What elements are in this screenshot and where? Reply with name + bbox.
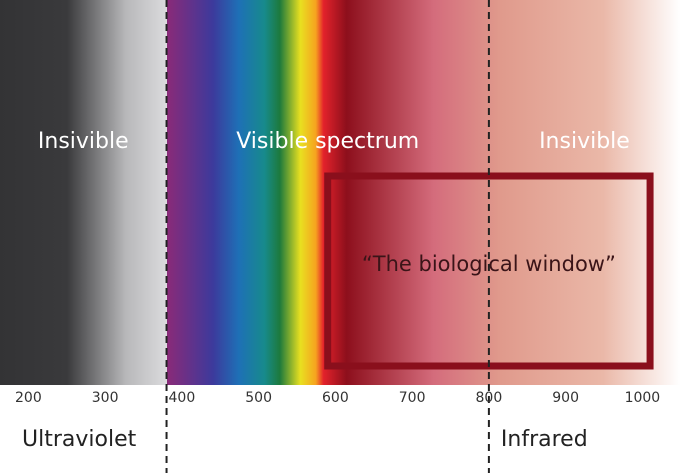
uv-band xyxy=(0,0,168,385)
region-label: Visible spectrum xyxy=(236,129,419,154)
tick-label: 300 xyxy=(92,390,119,406)
region-label: Insivible xyxy=(539,129,630,154)
band-label: Ultraviolet xyxy=(22,427,137,452)
tick-label: 500 xyxy=(245,390,272,406)
band-label: Infrared xyxy=(501,427,588,452)
tick-label: 700 xyxy=(399,390,426,406)
tick-label: 400 xyxy=(169,390,196,406)
visible-ir-band xyxy=(167,0,680,385)
axis-area xyxy=(0,385,680,473)
region-label: Insivible xyxy=(38,129,129,154)
tick-label: 800 xyxy=(476,390,503,406)
tick-label: 200 xyxy=(15,390,42,406)
tick-label: 1000 xyxy=(625,390,661,406)
tick-label: 900 xyxy=(552,390,579,406)
tick-label: 600 xyxy=(322,390,349,406)
